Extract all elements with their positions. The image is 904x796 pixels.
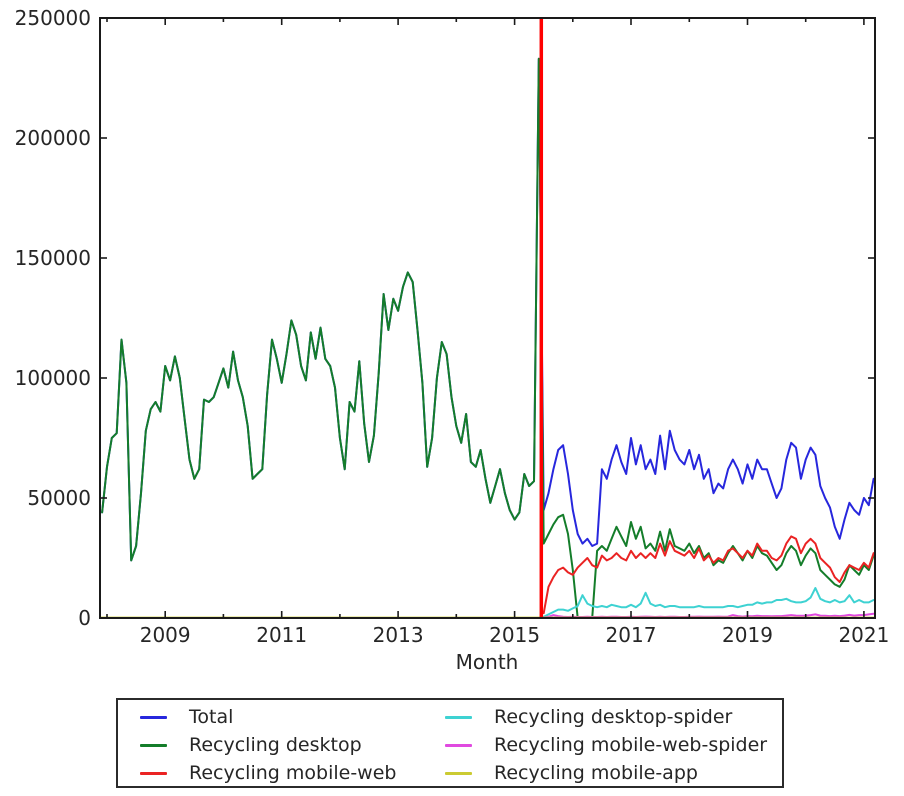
x-tick-labels: 2009 2011 2013 2015 2017 2019 2021 xyxy=(140,623,890,647)
x-tick-2009: 2009 xyxy=(140,623,191,647)
legend-item-recycling-mobile-app: Recycling mobile-app xyxy=(445,759,782,787)
chart-canvas: 2009 2011 2013 2015 2017 2019 2021 0 500… xyxy=(15,6,890,674)
legend-item-recycling-desktop: Recycling desktop xyxy=(140,731,445,759)
legend-item-total: Total xyxy=(140,703,445,731)
legend-label-recycling-mobile-web: Recycling mobile-web xyxy=(189,762,397,784)
x-tick-2021: 2021 xyxy=(838,623,889,647)
legend-swatch-recycling-desktop xyxy=(140,743,167,747)
legend-label-recycling-mobile-web-spider: Recycling mobile-web-spider xyxy=(494,734,768,756)
y-tick-100000: 100000 xyxy=(15,366,91,390)
legend-swatch-recycling-mobile-web-spider xyxy=(445,743,472,747)
legend-column-1: Total Recycling desktop Recycling mobile… xyxy=(118,703,445,786)
legend-label-recycling-desktop: Recycling desktop xyxy=(189,734,362,756)
legend-label-recycling-mobile-app: Recycling mobile-app xyxy=(494,762,698,784)
series-lines xyxy=(99,57,876,619)
legend-column-2: Recycling desktop-spider Recycling mobil… xyxy=(445,703,782,786)
axis-ticks xyxy=(100,17,875,619)
y-tick-0: 0 xyxy=(78,606,91,630)
series-line-recycling-desktop xyxy=(101,57,875,619)
x-tick-2015: 2015 xyxy=(489,623,540,647)
legend-swatch-total xyxy=(140,715,167,719)
y-tick-200000: 200000 xyxy=(15,126,91,150)
legend-item-recycling-mobile-web-spider: Recycling mobile-web-spider xyxy=(445,731,782,759)
x-tick-2017: 2017 xyxy=(606,623,657,647)
series-line-recycling-desktop-spider xyxy=(542,587,875,618)
legend-item-recycling-desktop-spider: Recycling desktop-spider xyxy=(445,703,782,731)
legend-label-total: Total xyxy=(189,706,234,728)
legend-swatch-recycling-mobile-web xyxy=(140,771,167,775)
series-line-recycling-mobile-web xyxy=(542,535,875,615)
y-tick-50000: 50000 xyxy=(27,486,91,510)
legend-swatch-recycling-desktop-spider xyxy=(445,715,472,719)
series-line-total xyxy=(101,57,875,562)
x-tick-2013: 2013 xyxy=(373,623,424,647)
x-axis-title: Month xyxy=(456,650,519,674)
x-tick-2019: 2019 xyxy=(722,623,773,647)
y-tick-labels: 0 50000 100000 150000 200000 250000 xyxy=(15,6,91,630)
plot-frame xyxy=(99,17,876,619)
legend-swatch-recycling-mobile-app xyxy=(445,771,472,775)
y-tick-250000: 250000 xyxy=(15,6,91,30)
y-tick-150000: 150000 xyxy=(15,246,91,270)
chart-legend: Total Recycling desktop Recycling mobile… xyxy=(116,698,784,788)
legend-item-recycling-mobile-web: Recycling mobile-web xyxy=(140,759,445,787)
legend-label-recycling-desktop-spider: Recycling desktop-spider xyxy=(494,706,733,728)
x-tick-2011: 2011 xyxy=(256,623,307,647)
